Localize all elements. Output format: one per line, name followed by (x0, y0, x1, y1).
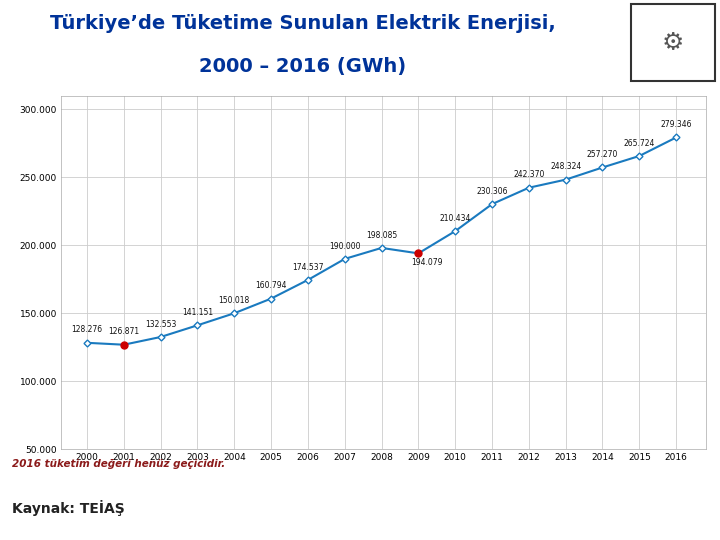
Text: 279.346: 279.346 (660, 120, 692, 129)
Text: 20: 20 (652, 511, 673, 526)
Text: 210.434: 210.434 (439, 214, 471, 223)
Text: Kaynak: TEİAŞ: Kaynak: TEİAŞ (12, 500, 125, 516)
Text: 242.370: 242.370 (513, 171, 544, 179)
Text: 128.276: 128.276 (71, 326, 102, 334)
Text: 174.537: 174.537 (292, 262, 324, 272)
Text: ⚙: ⚙ (662, 30, 685, 55)
Text: 126.871: 126.871 (108, 327, 140, 336)
Text: 150.018: 150.018 (219, 296, 250, 305)
FancyBboxPatch shape (631, 4, 716, 81)
Text: 198.085: 198.085 (366, 231, 397, 240)
Text: 230.306: 230.306 (476, 187, 508, 196)
Text: 190.000: 190.000 (329, 241, 361, 251)
Text: 132.553: 132.553 (145, 320, 176, 329)
Text: 2000 – 2016 (GWh): 2000 – 2016 (GWh) (199, 57, 406, 76)
Text: 248.324: 248.324 (550, 163, 581, 171)
Text: Türkiye’de Tüketime Sunulan Elektrik Enerjisi,: Türkiye’de Tüketime Sunulan Elektrik Ene… (50, 14, 555, 33)
Text: 160.794: 160.794 (256, 281, 287, 291)
Text: 141.151: 141.151 (182, 308, 213, 317)
Text: 257.270: 257.270 (587, 150, 618, 159)
Text: 2016 tüketim değeri henüz geçicidir.: 2016 tüketim değeri henüz geçicidir. (12, 460, 225, 469)
Text: 265.724: 265.724 (624, 139, 655, 147)
Text: 194.079: 194.079 (411, 258, 443, 267)
